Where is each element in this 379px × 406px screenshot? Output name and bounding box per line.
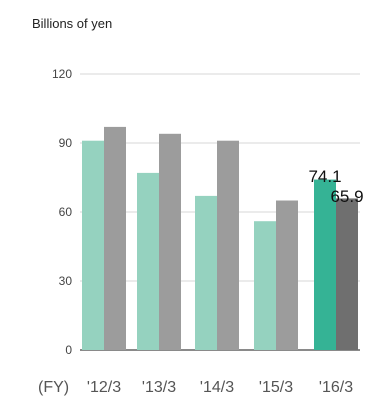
x-tick-label: '13/3 [142, 379, 176, 396]
y-tick-label: 60 [59, 205, 73, 219]
fy-label: (FY) [38, 379, 69, 396]
data-label: 65.9 [330, 187, 363, 206]
x-tick-label: '14/3 [200, 379, 234, 396]
bar-series-a-153 [254, 221, 276, 350]
data-label: 74.1 [308, 167, 341, 186]
x-tick-label: '12/3 [87, 379, 121, 396]
bar-series-b-123 [104, 126, 126, 351]
bar-series-a-143 [195, 195, 217, 350]
bar-series-b-163 [336, 198, 358, 350]
y-tick-label: 0 [65, 343, 72, 357]
unit-label: Billions of yen [32, 16, 112, 31]
bar-series-a-133 [137, 172, 159, 350]
bar-series-b-143 [217, 140, 239, 350]
bar-series-b-133 [159, 133, 181, 350]
bar-series-a-123 [82, 140, 104, 350]
y-tick-label: 90 [59, 136, 73, 150]
y-tick-label: 30 [59, 274, 73, 288]
y-tick-label: 120 [52, 67, 72, 81]
x-tick-label: '15/3 [259, 379, 293, 396]
x-tick-label: '16/3 [319, 379, 353, 396]
bar-series-b-153 [276, 200, 298, 350]
bar-series-a-163 [314, 179, 336, 350]
